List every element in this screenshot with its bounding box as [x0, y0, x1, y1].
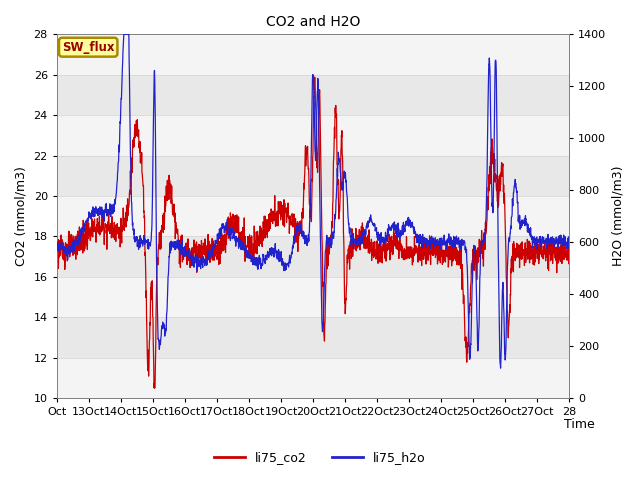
X-axis label: Time: Time [564, 418, 595, 431]
Bar [57, 35, 570, 75]
Bar [57, 358, 570, 398]
Y-axis label: H2O (mmol/m3): H2O (mmol/m3) [612, 166, 625, 266]
Bar [57, 196, 570, 237]
Legend: li75_co2, li75_h2o: li75_co2, li75_h2o [209, 446, 431, 469]
Bar [57, 115, 570, 156]
Bar [57, 277, 570, 317]
Text: SW_flux: SW_flux [62, 41, 115, 54]
Y-axis label: CO2 (mmol/m3): CO2 (mmol/m3) [15, 166, 28, 266]
Title: CO2 and H2O: CO2 and H2O [266, 15, 360, 29]
